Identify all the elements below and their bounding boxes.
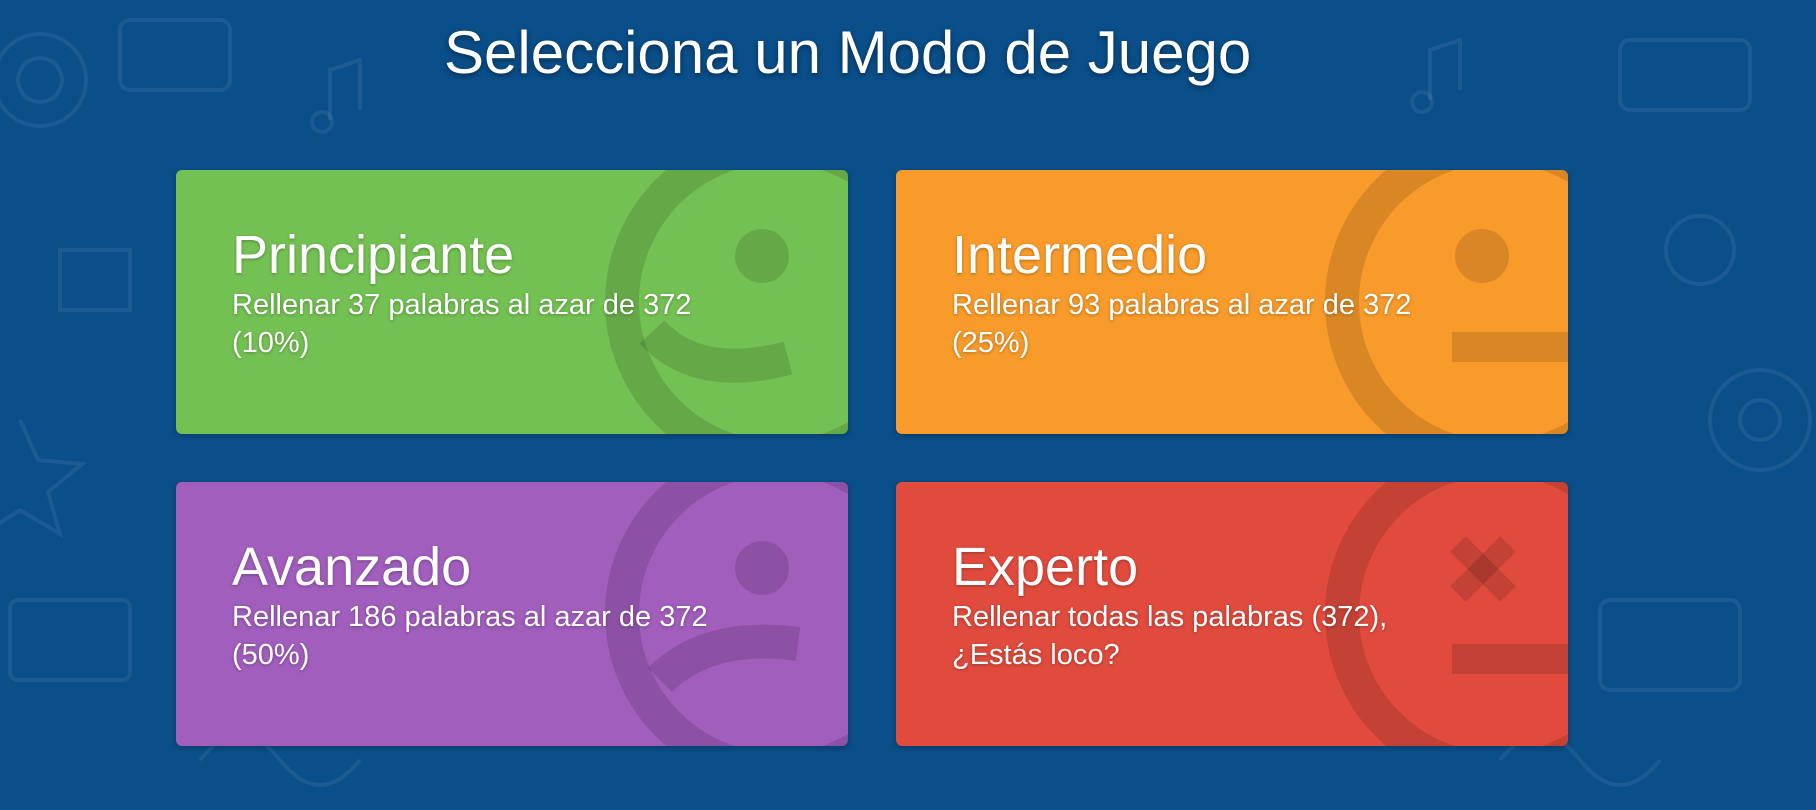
mode-title: Experto	[952, 537, 1139, 597]
mode-card-experto[interactable]: Experto Rellenar todas las palabras (372…	[896, 482, 1568, 746]
sad-face-icon	[605, 482, 848, 746]
mode-title: Avanzado	[232, 537, 472, 597]
smile-face-icon	[605, 170, 848, 434]
neutral-face-icon	[1325, 170, 1568, 434]
mode-title: Principiante	[232, 225, 515, 285]
mode-title: Intermedio	[952, 225, 1208, 285]
mode-description: Rellenar 93 palabras al azar de 372 (25%…	[952, 289, 1412, 359]
page-title: Selecciona un Modo de Juego	[444, 19, 1252, 86]
mode-card-principiante[interactable]: Principiante Rellenar 37 palabras al aza…	[176, 170, 848, 434]
mode-description: Rellenar todas las palabras (372), ¿Está…	[952, 601, 1388, 671]
dead-face-icon	[1325, 482, 1568, 746]
mode-card-avanzado[interactable]: Avanzado Rellenar 186 palabras al azar d…	[176, 482, 848, 746]
mode-description: Rellenar 37 palabras al azar de 372 (10%…	[232, 289, 692, 359]
mode-card-intermedio[interactable]: Intermedio Rellenar 93 palabras al azar …	[896, 170, 1568, 434]
mode-description: Rellenar 186 palabras al azar de 372 (50…	[232, 601, 708, 671]
